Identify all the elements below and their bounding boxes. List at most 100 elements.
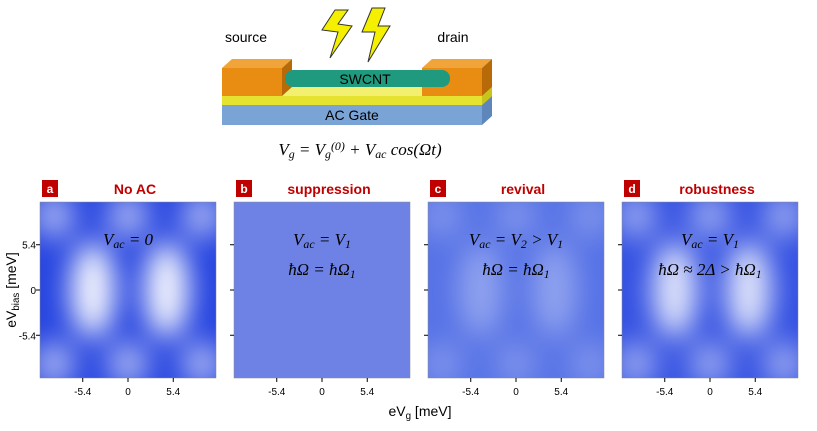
run: = V <box>295 140 328 159</box>
source-label: source <box>225 29 267 45</box>
heatmap-bg <box>234 202 410 378</box>
blob <box>763 341 798 378</box>
heatmap <box>40 202 216 378</box>
run: [meV] <box>411 403 451 419</box>
run: 1 <box>544 267 550 281</box>
run: ac <box>303 237 315 251</box>
run: 1 <box>557 237 563 251</box>
letter-box <box>430 180 446 197</box>
x-tick-label: 0 <box>125 387 131 398</box>
x-tick-label: 5.4 <box>166 387 180 398</box>
run: (0) <box>331 139 345 153</box>
run: = 0 <box>125 230 154 249</box>
heatmap <box>234 202 410 378</box>
run: ac <box>691 237 703 251</box>
letter-box <box>236 180 252 197</box>
blob <box>532 242 577 338</box>
run: cos(Ωt) <box>386 140 442 159</box>
heatmap <box>622 202 798 378</box>
run: [meV] <box>3 252 19 292</box>
x-tick-label: 0 <box>513 387 519 398</box>
y-tick-label: 5.4 <box>22 241 36 252</box>
x-tick-label: 5.4 <box>748 387 762 398</box>
run: = V <box>703 230 736 249</box>
panel-letter: d <box>628 182 635 196</box>
drain-label: drain <box>437 29 468 45</box>
x-axis-label: eVg [meV] <box>388 403 451 422</box>
blob <box>40 202 75 239</box>
run: = V <box>315 230 348 249</box>
run: eV <box>388 403 406 419</box>
x-tick-label: 0 <box>707 387 713 398</box>
blob <box>181 341 216 378</box>
annotation: ħΩ ≈ 2Δ > ħΩ1 <box>658 260 762 281</box>
blob <box>40 341 75 378</box>
annotation: Vac = V2 > V1 <box>469 230 563 251</box>
panel-letter: a <box>47 182 54 196</box>
blob <box>496 341 536 378</box>
blob <box>569 341 604 378</box>
run: 1 <box>733 237 739 251</box>
run: ac <box>479 237 491 251</box>
run: 1 <box>756 267 762 281</box>
blob <box>569 202 604 239</box>
run: V <box>681 230 694 249</box>
blobs <box>428 202 604 378</box>
y-axis-label: eVbias [meV] <box>3 252 22 328</box>
blob <box>70 242 115 338</box>
annotation: ħΩ = ħΩ1 <box>482 260 550 281</box>
run: ac <box>113 237 125 251</box>
panel-letter: b <box>240 182 247 196</box>
blob <box>622 202 657 239</box>
blob <box>458 242 503 338</box>
annotation: Vac = V1 <box>681 230 739 251</box>
x-tick-label: 5.4 <box>554 387 568 398</box>
run: 2 <box>521 237 527 251</box>
run: ħΩ = ħΩ <box>482 260 544 279</box>
heatmap <box>428 202 604 378</box>
run: V <box>293 230 306 249</box>
blob <box>622 341 657 378</box>
run: > V <box>527 230 560 249</box>
blob <box>763 202 798 239</box>
blob <box>690 202 730 239</box>
run: ac <box>375 147 387 161</box>
run: V <box>278 140 291 159</box>
run: g <box>325 147 331 161</box>
run: eV <box>3 310 19 328</box>
blob <box>108 341 148 378</box>
panel-letter: c <box>435 182 442 196</box>
x-tick-label: -5.4 <box>74 387 92 398</box>
run: = V <box>491 230 524 249</box>
run: 1 <box>350 267 356 281</box>
x-tick-label: -5.4 <box>462 387 480 398</box>
y-tick-label: 0 <box>30 286 36 297</box>
blob <box>428 341 463 378</box>
blob <box>144 242 189 338</box>
device: source drain SWCNT AC Gate <box>222 7 492 125</box>
tube-label: SWCNT <box>339 71 391 87</box>
x-tick-label: -5.4 <box>656 387 674 398</box>
run: ħΩ ≈ 2Δ > ħΩ <box>658 260 756 279</box>
gate-label: AC Gate <box>325 107 379 123</box>
x-tick-label: 0 <box>319 387 325 398</box>
run: bias <box>11 293 22 311</box>
blob <box>690 341 730 378</box>
blobs <box>622 202 798 378</box>
blob <box>428 202 463 239</box>
equation: Vg = Vg(0) + Vac cos(Ωt) <box>278 139 442 161</box>
run: 1 <box>345 237 351 251</box>
run: ħΩ = ħΩ <box>288 260 350 279</box>
panel-title: No AC <box>114 181 156 197</box>
run: + V <box>345 140 378 159</box>
run: g <box>289 147 295 161</box>
panel-title: robustness <box>679 181 755 197</box>
blob <box>181 202 216 239</box>
x-tick-label: 5.4 <box>360 387 374 398</box>
panel-title: suppression <box>287 181 370 197</box>
blobs <box>40 202 216 378</box>
annotation: ħΩ = ħΩ1 <box>288 260 356 281</box>
blob <box>652 242 697 338</box>
blob <box>496 202 536 239</box>
annotation: Vac = 0 <box>103 230 154 251</box>
